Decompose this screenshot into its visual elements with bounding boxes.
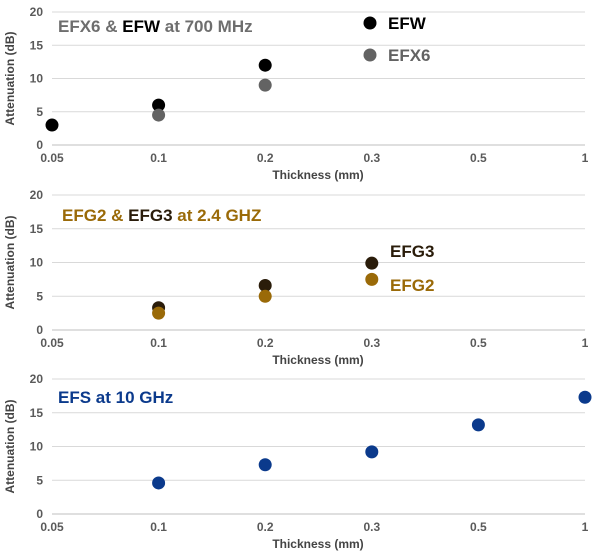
x-tick-label: 0.5	[470, 336, 487, 350]
y-tick-label: 10	[30, 256, 44, 270]
chart-title-part: EFG3	[128, 206, 172, 225]
x-tick-label: 0.1	[150, 336, 167, 350]
series-label-efw: EFW	[388, 14, 427, 33]
y-tick-label: 15	[30, 38, 44, 52]
x-tick-label: 0.3	[363, 336, 380, 350]
data-point-efx6	[152, 108, 166, 122]
x-tick-label: 0.3	[363, 520, 380, 534]
chart-title: EFS at 10 GHz	[58, 388, 173, 407]
data-point-efs	[258, 458, 272, 472]
x-tick-label: 0.1	[150, 520, 167, 534]
x-tick-label: 0.1	[150, 151, 167, 165]
x-axis-title: Thickness (mm)	[272, 353, 363, 367]
y-axis-title: Attenuation (dB)	[3, 400, 17, 494]
chart-title-part: EFS at 10 GHz	[58, 388, 173, 407]
data-point-efw	[258, 58, 272, 72]
data-point-efs	[578, 390, 592, 404]
x-tick-label: 1	[582, 336, 589, 350]
x-tick-label: 1	[582, 151, 589, 165]
chart-efs: 0 5 10 15 20 0.05 0.1 0.2 0.3 0.5 1 Thickness (mm) A…	[3, 372, 592, 551]
y-tick-label: 10	[30, 72, 44, 86]
y-tick-label: 0	[36, 507, 43, 521]
x-tick-label: 0.05	[40, 520, 64, 534]
x-tick-label: 0.2	[257, 336, 274, 350]
data-point-efg3	[365, 256, 379, 270]
y-tick-label: 15	[30, 222, 44, 236]
x-tick-label: 0.2	[257, 520, 274, 534]
legend-marker-efx6	[363, 48, 377, 62]
x-tick-label: 0.05	[40, 151, 64, 165]
y-tick-label: 20	[30, 5, 44, 19]
y-tick-label: 0	[36, 138, 43, 152]
x-tick-label: 0.5	[470, 520, 487, 534]
data-point-efw	[45, 118, 59, 132]
y-tick-label: 5	[36, 105, 43, 119]
data-point-efg3	[258, 278, 272, 292]
series-label-efg2: EFG2	[390, 276, 434, 295]
x-tick-label: 0.05	[40, 336, 64, 350]
data-point-efx6	[258, 78, 272, 92]
x-tick-label: 0.2	[257, 151, 274, 165]
data-point-efs	[471, 418, 485, 432]
y-tick-label: 5	[36, 289, 43, 303]
y-tick-label: 20	[30, 188, 44, 202]
y-tick-label: 15	[30, 406, 44, 420]
chart-title-part: at 2.4 GHZ	[173, 206, 262, 225]
chart-title-part: at 700 MHz	[160, 17, 253, 36]
data-point-efg2	[365, 272, 379, 286]
y-tick-label: 0	[36, 323, 43, 337]
chart-efx6-efw: 0 5 10 15 20 0.05 0.1 0.2 0.3 0.5 1 Thickness (mm) A…	[3, 5, 589, 182]
chart-title: EFG2 & EFG3 at 2.4 GHZ	[62, 206, 261, 225]
y-axis-title: Attenuation (dB)	[3, 32, 17, 126]
x-axis-title: Thickness (mm)	[272, 537, 363, 551]
chart-title: EFX6 & EFW at 700 MHz	[58, 17, 253, 36]
y-tick-label: 10	[30, 440, 44, 454]
chart-title-part: EFW	[122, 17, 161, 36]
x-tick-label: 1	[582, 520, 589, 534]
data-point-efg2	[258, 289, 272, 303]
chart-efg2-efg3: 0 5 10 15 20 0.05 0.1 0.2 0.3 0.5 1 Thickness (mm) A…	[3, 188, 589, 367]
legend-marker-efw	[363, 16, 377, 30]
x-tick-label: 0.3	[363, 151, 380, 165]
chart-title-part: EFX6 &	[58, 17, 122, 36]
data-point-efg2	[152, 306, 166, 320]
data-point-efs	[152, 476, 166, 490]
series-label-efx6: EFX6	[388, 46, 431, 65]
y-tick-label: 5	[36, 473, 43, 487]
y-tick-label: 20	[30, 372, 44, 386]
x-axis-title: Thickness (mm)	[272, 168, 363, 182]
data-point-efw	[152, 98, 166, 112]
data-point-efs	[365, 445, 379, 459]
chart-title-part: EFG2 &	[62, 206, 128, 225]
x-tick-label: 0.5	[470, 151, 487, 165]
series-label-efg3: EFG3	[390, 242, 434, 261]
y-axis-title: Attenuation (dB)	[3, 216, 17, 310]
